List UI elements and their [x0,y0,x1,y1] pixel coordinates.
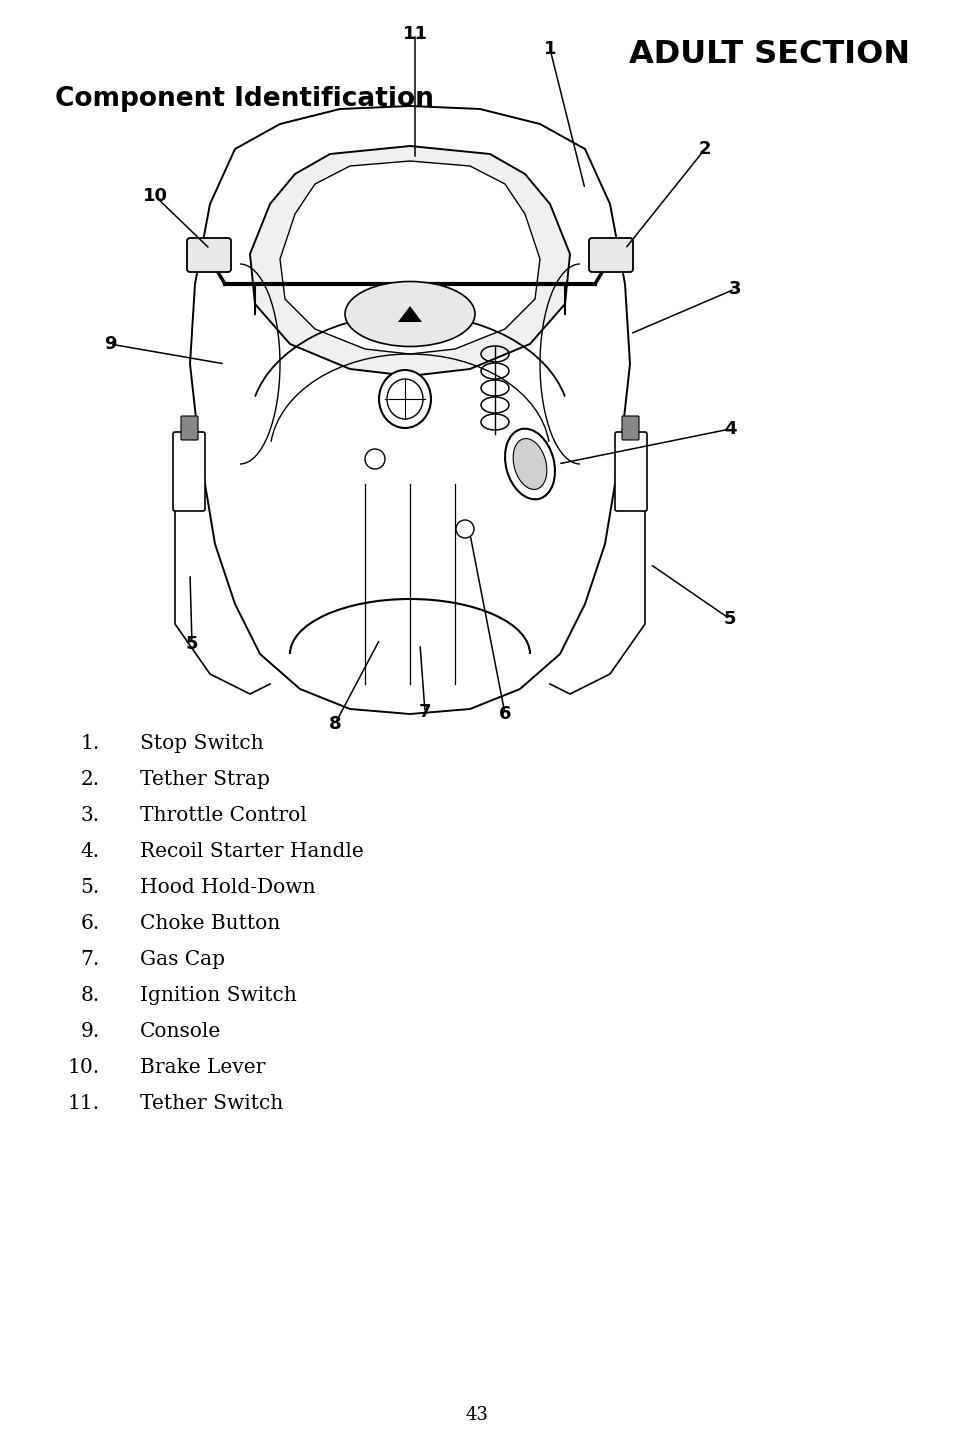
Text: 7: 7 [418,702,431,721]
Text: 5: 5 [723,611,736,628]
Text: 5.: 5. [81,878,100,897]
Text: Ignition Switch: Ignition Switch [140,986,296,1005]
Polygon shape [397,305,421,321]
Text: 7.: 7. [81,949,100,968]
Text: 9: 9 [104,334,116,353]
Text: Component Identification: Component Identification [55,86,434,112]
Text: 2.: 2. [81,771,100,790]
Text: 2: 2 [698,140,711,158]
FancyBboxPatch shape [172,432,205,510]
Text: 11.: 11. [68,1093,100,1112]
Ellipse shape [365,449,385,470]
Text: Brake Lever: Brake Lever [140,1059,265,1077]
Text: 5: 5 [186,635,198,653]
Text: Throttle Control: Throttle Control [140,806,307,824]
Text: Choke Button: Choke Button [140,915,280,933]
PathPatch shape [250,145,569,377]
Ellipse shape [345,282,475,346]
Text: 6: 6 [498,705,511,723]
Text: 4.: 4. [81,842,100,861]
Text: 3.: 3. [81,806,100,824]
Text: Recoil Starter Handle: Recoil Starter Handle [140,842,363,861]
FancyBboxPatch shape [588,238,633,272]
FancyBboxPatch shape [615,432,646,510]
FancyBboxPatch shape [187,238,231,272]
Text: 8: 8 [329,715,341,733]
Text: Stop Switch: Stop Switch [140,734,263,753]
Text: 8.: 8. [81,986,100,1005]
Text: Tether Switch: Tether Switch [140,1093,283,1112]
Text: 10.: 10. [68,1059,100,1077]
Text: 9.: 9. [81,1022,100,1041]
Text: Tether Strap: Tether Strap [140,771,270,790]
Ellipse shape [513,439,546,490]
Text: ADULT SECTION: ADULT SECTION [628,39,909,70]
Text: 1.: 1. [81,734,100,753]
Text: 6.: 6. [81,915,100,933]
Ellipse shape [378,369,431,427]
Text: Gas Cap: Gas Cap [140,949,225,968]
Text: Hood Hold-Down: Hood Hold-Down [140,878,315,897]
Ellipse shape [387,379,422,419]
Text: 4: 4 [723,420,736,438]
Text: Console: Console [140,1022,221,1041]
FancyBboxPatch shape [621,416,639,441]
Text: 11: 11 [402,25,427,44]
Text: 3: 3 [728,281,740,298]
PathPatch shape [190,106,629,714]
Text: 10: 10 [142,188,168,205]
Ellipse shape [456,521,474,538]
FancyBboxPatch shape [181,416,198,441]
Text: 43: 43 [465,1406,488,1423]
PathPatch shape [280,161,539,353]
Ellipse shape [504,429,555,499]
Text: 1: 1 [543,41,556,58]
